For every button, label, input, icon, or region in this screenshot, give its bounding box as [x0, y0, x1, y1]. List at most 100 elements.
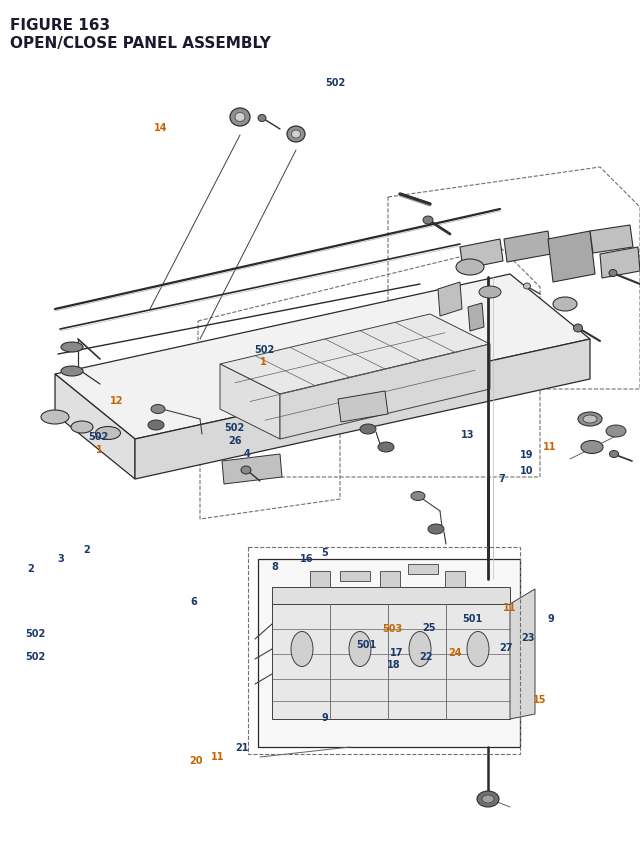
Text: 7: 7: [498, 474, 505, 484]
Text: 9: 9: [547, 613, 554, 623]
Text: 11: 11: [543, 441, 556, 451]
Ellipse shape: [349, 632, 371, 666]
Ellipse shape: [482, 795, 494, 803]
Text: 2: 2: [27, 563, 34, 573]
Polygon shape: [310, 572, 330, 587]
Text: 5: 5: [321, 547, 328, 557]
Polygon shape: [340, 572, 370, 581]
Ellipse shape: [258, 115, 266, 122]
Text: 502: 502: [26, 628, 46, 638]
Ellipse shape: [148, 420, 164, 430]
Text: 26: 26: [228, 436, 241, 446]
Ellipse shape: [95, 427, 120, 440]
Text: 15: 15: [532, 694, 546, 704]
Polygon shape: [468, 304, 484, 331]
Ellipse shape: [581, 441, 603, 454]
Text: 8: 8: [271, 561, 278, 572]
Polygon shape: [258, 560, 520, 747]
Text: 19: 19: [520, 449, 533, 460]
Polygon shape: [135, 339, 590, 480]
Ellipse shape: [61, 367, 83, 376]
Ellipse shape: [378, 443, 394, 453]
Polygon shape: [220, 364, 280, 439]
Polygon shape: [55, 375, 135, 480]
Polygon shape: [380, 572, 400, 587]
Text: 25: 25: [422, 622, 436, 632]
Text: 501: 501: [356, 639, 376, 649]
Ellipse shape: [428, 524, 444, 535]
Polygon shape: [338, 392, 388, 423]
Ellipse shape: [241, 467, 251, 474]
Polygon shape: [504, 232, 551, 263]
Ellipse shape: [151, 405, 165, 414]
Text: 502: 502: [88, 431, 109, 442]
Ellipse shape: [479, 287, 501, 299]
Text: 1: 1: [96, 444, 103, 455]
Ellipse shape: [61, 343, 83, 353]
Text: 14: 14: [154, 122, 167, 133]
Ellipse shape: [409, 632, 431, 666]
Text: 503: 503: [383, 623, 403, 634]
Polygon shape: [590, 226, 633, 254]
Polygon shape: [438, 282, 462, 317]
Ellipse shape: [606, 425, 626, 437]
Ellipse shape: [287, 127, 305, 143]
Text: 17: 17: [390, 647, 404, 657]
Text: 16: 16: [300, 553, 313, 563]
Ellipse shape: [423, 217, 433, 225]
Polygon shape: [272, 587, 510, 605]
Text: 4: 4: [243, 449, 250, 459]
Text: 1: 1: [260, 356, 267, 367]
Ellipse shape: [291, 131, 301, 139]
Text: 10: 10: [520, 465, 533, 475]
Polygon shape: [445, 572, 465, 587]
Text: 502: 502: [26, 651, 46, 661]
Text: 502: 502: [325, 77, 346, 88]
Text: 21: 21: [236, 742, 249, 753]
Ellipse shape: [524, 283, 531, 289]
Polygon shape: [460, 239, 503, 269]
Ellipse shape: [609, 451, 618, 458]
Text: OPEN/CLOSE PANEL ASSEMBLY: OPEN/CLOSE PANEL ASSEMBLY: [10, 36, 271, 51]
Polygon shape: [220, 314, 490, 394]
Polygon shape: [408, 564, 438, 574]
Text: 22: 22: [419, 651, 433, 661]
Text: FIGURE 163: FIGURE 163: [10, 18, 110, 33]
Ellipse shape: [573, 325, 582, 332]
Ellipse shape: [583, 416, 597, 424]
Ellipse shape: [230, 108, 250, 127]
Ellipse shape: [360, 424, 376, 435]
Ellipse shape: [578, 412, 602, 426]
Text: 6: 6: [191, 596, 198, 606]
Text: 12: 12: [110, 395, 124, 406]
Polygon shape: [222, 455, 282, 485]
Ellipse shape: [477, 791, 499, 807]
Ellipse shape: [456, 260, 484, 276]
Text: 11: 11: [211, 751, 225, 761]
Polygon shape: [55, 275, 590, 439]
Text: 502: 502: [224, 423, 244, 433]
Ellipse shape: [235, 114, 245, 122]
Ellipse shape: [467, 632, 489, 666]
Text: 20: 20: [189, 755, 202, 765]
Text: 2: 2: [83, 544, 90, 554]
Text: 11: 11: [503, 602, 516, 612]
Polygon shape: [548, 232, 595, 282]
Polygon shape: [272, 604, 510, 719]
Text: 502: 502: [255, 344, 275, 355]
Text: 23: 23: [522, 632, 535, 642]
Text: 18: 18: [387, 660, 400, 670]
Ellipse shape: [609, 270, 617, 277]
Polygon shape: [510, 589, 535, 719]
Ellipse shape: [553, 298, 577, 312]
Ellipse shape: [41, 411, 69, 424]
Ellipse shape: [71, 422, 93, 433]
Text: 9: 9: [321, 712, 328, 722]
Polygon shape: [280, 344, 490, 439]
Polygon shape: [600, 248, 640, 279]
Text: 13: 13: [461, 430, 474, 440]
Text: 27: 27: [499, 642, 513, 653]
Ellipse shape: [291, 632, 313, 666]
Text: 501: 501: [462, 613, 483, 623]
Text: 24: 24: [448, 647, 461, 658]
